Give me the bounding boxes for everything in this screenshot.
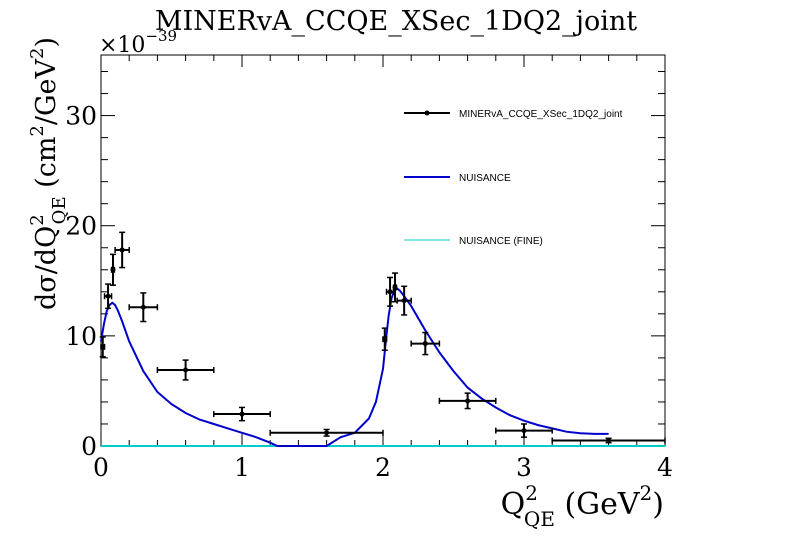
data-point bbox=[109, 253, 116, 286]
data-point bbox=[156, 359, 215, 381]
x-tick-label: 4 bbox=[657, 453, 673, 482]
y-exponent-power: −39 bbox=[145, 27, 177, 45]
data-marker bbox=[401, 298, 407, 304]
legend-label: MINERvA_CCQE_XSec_1DQ2_joint bbox=[459, 109, 623, 120]
data-marker bbox=[521, 428, 527, 434]
x-tick-label: 3 bbox=[516, 453, 532, 482]
y-tick-label: 20 bbox=[65, 212, 97, 241]
data-point bbox=[381, 327, 388, 351]
data-point bbox=[99, 336, 106, 358]
chart-title: MINERvA_CCQE_XSec_1DQ2_joint bbox=[155, 6, 637, 37]
data-point bbox=[103, 283, 113, 310]
legend-entry: NUISANCE bbox=[404, 173, 511, 184]
data-point bbox=[410, 331, 441, 356]
legend-marker bbox=[424, 110, 430, 116]
y-tick-label: 0 bbox=[81, 432, 97, 461]
y-tick-label: 30 bbox=[65, 102, 97, 131]
x-tick-label: 2 bbox=[375, 453, 391, 482]
legend-entry: NUISANCE (FINE) bbox=[404, 236, 543, 247]
y-exponent-label: ×10−39 bbox=[99, 27, 177, 58]
data-marker bbox=[422, 341, 428, 347]
data-marker bbox=[183, 367, 189, 373]
legend-entry: MINERvA_CCQE_XSec_1DQ2_joint bbox=[404, 109, 623, 120]
x-tick-label: 0 bbox=[93, 453, 109, 482]
data-marker bbox=[100, 344, 106, 350]
series-layer bbox=[99, 231, 666, 447]
legend: MINERvA_CCQE_XSec_1DQ2_joint NUISANCE NUIS… bbox=[404, 109, 623, 247]
legend-label: NUISANCE (FINE) bbox=[459, 236, 543, 247]
data-marker bbox=[105, 293, 111, 299]
data-point bbox=[128, 292, 159, 323]
data-point bbox=[396, 285, 412, 316]
data-point bbox=[551, 437, 666, 444]
y-tick-label: 10 bbox=[65, 322, 97, 351]
data-marker bbox=[239, 411, 245, 417]
data-marker bbox=[110, 267, 116, 273]
x-tick-label: 1 bbox=[234, 453, 250, 482]
data-marker bbox=[606, 437, 612, 443]
data-point bbox=[213, 406, 271, 422]
y-axis-label: dσ/dQ2QE (cm2/GeV2) bbox=[27, 37, 70, 310]
y-exponent-base: ×10 bbox=[99, 33, 145, 58]
x-axis-label: Q2 QE (GeV2) bbox=[501, 481, 664, 531]
data-point bbox=[438, 392, 497, 410]
data-point bbox=[114, 231, 130, 269]
data-point bbox=[495, 423, 553, 438]
data-marker bbox=[382, 336, 388, 342]
data-marker bbox=[465, 398, 471, 404]
data-marker bbox=[140, 304, 146, 310]
data-point bbox=[269, 428, 384, 437]
legend-label: NUISANCE bbox=[459, 173, 511, 184]
data-marker bbox=[119, 247, 125, 253]
axes: 0 1 2 3 4 0 10 20 30 bbox=[65, 55, 673, 482]
data-marker bbox=[387, 289, 393, 295]
data-marker bbox=[324, 430, 330, 436]
data-marker bbox=[392, 284, 398, 290]
series-line-nuisance bbox=[100, 287, 609, 447]
